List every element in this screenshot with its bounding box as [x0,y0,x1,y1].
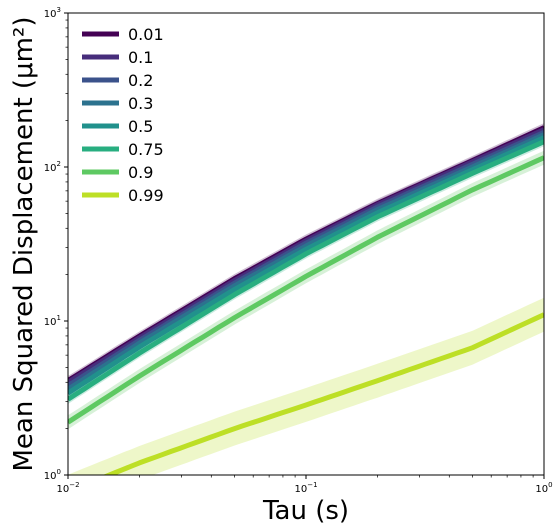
legend-label: 0.5 [128,117,153,136]
legend-label: 0.01 [128,25,164,44]
series-lines [68,125,544,475]
series-line-5 [68,139,544,402]
band-7 [68,297,544,475]
legend: 0.01 0.1 0.2 0.3 0.5 0.75 0.9 0.99 [82,25,164,205]
legend-label: 0.75 [128,140,164,159]
x-tick-label: 10−1 [294,481,317,495]
x-tick-label: 100 [535,481,552,495]
legend-label: 0.2 [128,71,153,90]
y-axis-ticks: 100 101 102 103 [44,6,68,482]
series-line-4 [68,135,544,396]
y-tick-label: 101 [44,314,61,328]
x-axis-ticks: 10−2 10−1 100 [56,475,553,495]
band-6 [68,150,544,430]
legend-label: 0.3 [128,94,153,113]
legend-label: 0.99 [128,186,164,205]
x-axis-title: Tau (s) [262,496,349,526]
series-line-6 [68,155,544,425]
x-tick-label: 10−2 [56,481,79,495]
series-line-7 [102,312,544,475]
y-tick-label: 102 [44,160,61,174]
y-tick-label: 103 [44,6,61,20]
y-axis-title: Mean Squared Displacement (μm²) [9,17,39,472]
y-tick-label: 100 [44,468,61,482]
series-line-3 [68,132,544,392]
legend-label: 0.1 [128,48,153,67]
legend-label: 0.9 [128,163,153,182]
